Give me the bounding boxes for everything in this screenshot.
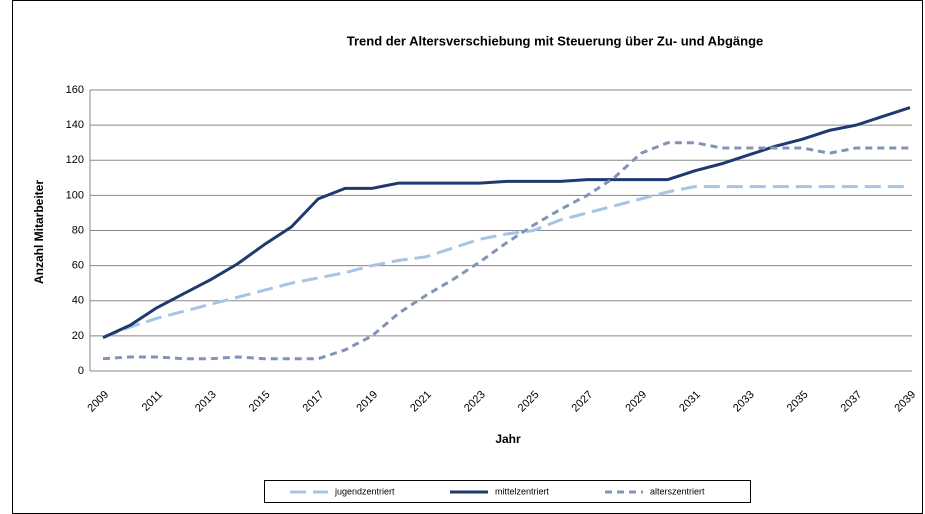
series-line bbox=[102, 106, 911, 339]
y-tick-label: 40 bbox=[72, 295, 84, 307]
legend-label: mittelzentriert bbox=[495, 486, 550, 496]
y-tick-label: 100 bbox=[66, 189, 84, 201]
y-tick-label: 120 bbox=[66, 154, 84, 166]
legend-box bbox=[264, 480, 751, 503]
y-tick-label: 60 bbox=[72, 260, 84, 272]
y-tick-label: 20 bbox=[72, 330, 84, 342]
series-line bbox=[102, 185, 910, 340]
chart-frame bbox=[12, 0, 923, 514]
series-line bbox=[102, 141, 910, 361]
y-tick-label: 80 bbox=[72, 224, 84, 236]
chart-title: Trend der Altersverschiebung mit Steueru… bbox=[347, 33, 764, 48]
legend-label: jugendzentriert bbox=[334, 486, 395, 496]
y-tick-label: 0 bbox=[78, 365, 84, 377]
y-axis-title: Anzahl Mitarbeiter bbox=[32, 180, 46, 284]
x-axis-title: Jahr bbox=[495, 432, 521, 446]
legend-label: alterszentriert bbox=[650, 486, 705, 496]
y-tick-label: 160 bbox=[66, 84, 84, 96]
y-tick-label: 140 bbox=[66, 119, 84, 131]
